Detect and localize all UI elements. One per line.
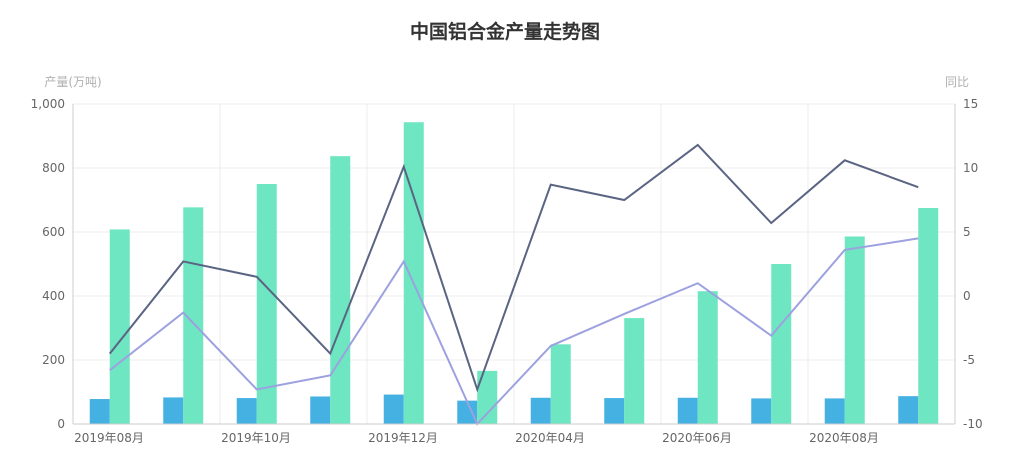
bar	[697, 291, 718, 424]
bar	[918, 208, 939, 424]
x-tick-label: 2019年12月	[368, 431, 438, 445]
bar	[844, 236, 865, 424]
y-tick-label-right: 5	[963, 225, 971, 239]
y-axis-left-label: 产量(万吨)	[44, 75, 101, 89]
bar	[310, 396, 331, 424]
y-tick-label-left: 400	[42, 289, 65, 303]
x-tick-label: 2019年10月	[221, 431, 291, 445]
bar	[771, 264, 792, 424]
y-tick-label-right: -5	[963, 353, 975, 367]
lines	[108, 143, 919, 426]
series-line	[109, 237, 919, 426]
bar	[898, 396, 919, 424]
bars	[89, 122, 939, 425]
axes: 0 -10 200 -5 400 0 600 5 800 10 1,000 15 2019年08月 201…	[31, 97, 983, 445]
x-tick-label: 2020年06月	[662, 431, 732, 445]
y-tick-label-left: 0	[57, 417, 65, 431]
bar	[109, 229, 130, 424]
bar	[751, 398, 772, 424]
series-line	[108, 143, 919, 393]
bar	[403, 122, 424, 425]
grid-lines	[72, 103, 956, 424]
y-axis-right-label: 同比	[945, 75, 969, 89]
y-tick-label-right: 15	[963, 97, 978, 111]
y-tick-label-left: 1,000	[31, 97, 65, 111]
bar	[236, 398, 257, 424]
bar	[824, 398, 845, 424]
y-tick-label-right: 10	[963, 161, 978, 175]
bar	[677, 397, 698, 424]
bar	[330, 156, 351, 424]
x-tick-label: 2020年04月	[515, 431, 585, 445]
chart-title: 中国铝合金产量走势图	[410, 20, 600, 43]
bar	[89, 399, 110, 424]
y-tick-label-right: -10	[963, 417, 983, 431]
y-tick-label-left: 200	[42, 353, 65, 367]
bar	[604, 398, 625, 424]
bar	[256, 184, 277, 424]
bar	[457, 400, 478, 424]
y-tick-label-right: 0	[963, 289, 971, 303]
x-tick-label: 2019年08月	[74, 431, 144, 445]
y-tick-label-left: 600	[42, 225, 65, 239]
bar	[624, 318, 645, 424]
bar	[383, 394, 404, 424]
x-tick-label: 2020年08月	[809, 431, 879, 445]
y-tick-label-left: 800	[42, 161, 65, 175]
bar	[477, 370, 498, 424]
bar	[530, 397, 551, 424]
bar	[163, 397, 184, 424]
bar	[550, 344, 571, 424]
